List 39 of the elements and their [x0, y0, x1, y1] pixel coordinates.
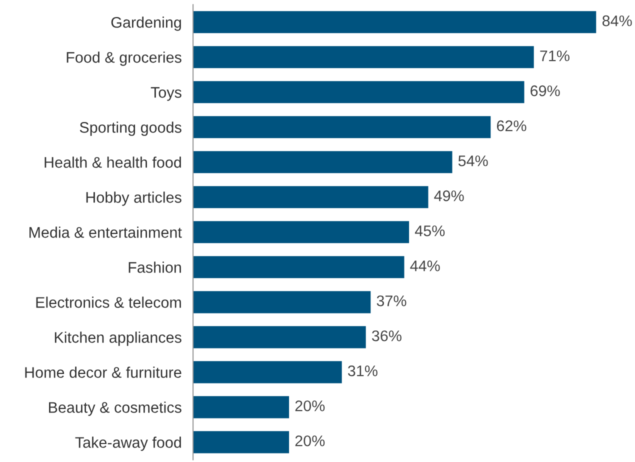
bar: [193, 116, 491, 138]
bar: [193, 221, 410, 244]
y-tick-label: Media & entertainment: [29, 226, 182, 238]
bar: [193, 81, 524, 104]
y-tick-label: Gardening: [111, 16, 181, 31]
y-tick-label: Beauty & cosmetics: [49, 402, 182, 416]
y-tick-label: Toys: [150, 87, 182, 101]
bar: [193, 361, 342, 384]
bar: [193, 151, 452, 174]
data-label: 20%: [295, 435, 325, 446]
bar: [193, 431, 290, 454]
y-tick-label: Sporting goods: [80, 122, 182, 136]
bar: [193, 46, 534, 68]
y-tick-label: Take-away food: [75, 436, 181, 451]
y-tick-label: Kitchen appliances: [54, 332, 182, 346]
data-label: 69%: [530, 85, 560, 96]
bar: [193, 256, 404, 278]
data-label: 31%: [348, 365, 378, 376]
y-tick-label: Hobby articles: [86, 192, 182, 206]
y-tick-label: Food & groceries: [66, 52, 182, 66]
data-label: 20%: [295, 400, 325, 412]
data-label: 54%: [458, 155, 488, 166]
bar: [193, 396, 290, 418]
y-tick-label: Home decor & furniture: [25, 366, 182, 378]
bar: [193, 291, 371, 314]
y-tick-label: Electronics & telecom: [36, 296, 181, 308]
data-label: 44%: [410, 260, 440, 272]
bar: [193, 186, 428, 208]
data-label: 62%: [496, 120, 526, 132]
data-label: 49%: [434, 190, 464, 202]
y-tick-label: Fashion: [128, 262, 181, 273]
data-label: 37%: [376, 295, 406, 306]
data-label: 36%: [372, 330, 402, 342]
y-tick-label: Health & health food: [44, 156, 181, 168]
data-label: 45%: [414, 226, 445, 236]
bar: [193, 326, 366, 348]
data-label: 71%: [540, 50, 570, 62]
bar: [193, 11, 596, 34]
data-label: 84%: [602, 15, 632, 26]
